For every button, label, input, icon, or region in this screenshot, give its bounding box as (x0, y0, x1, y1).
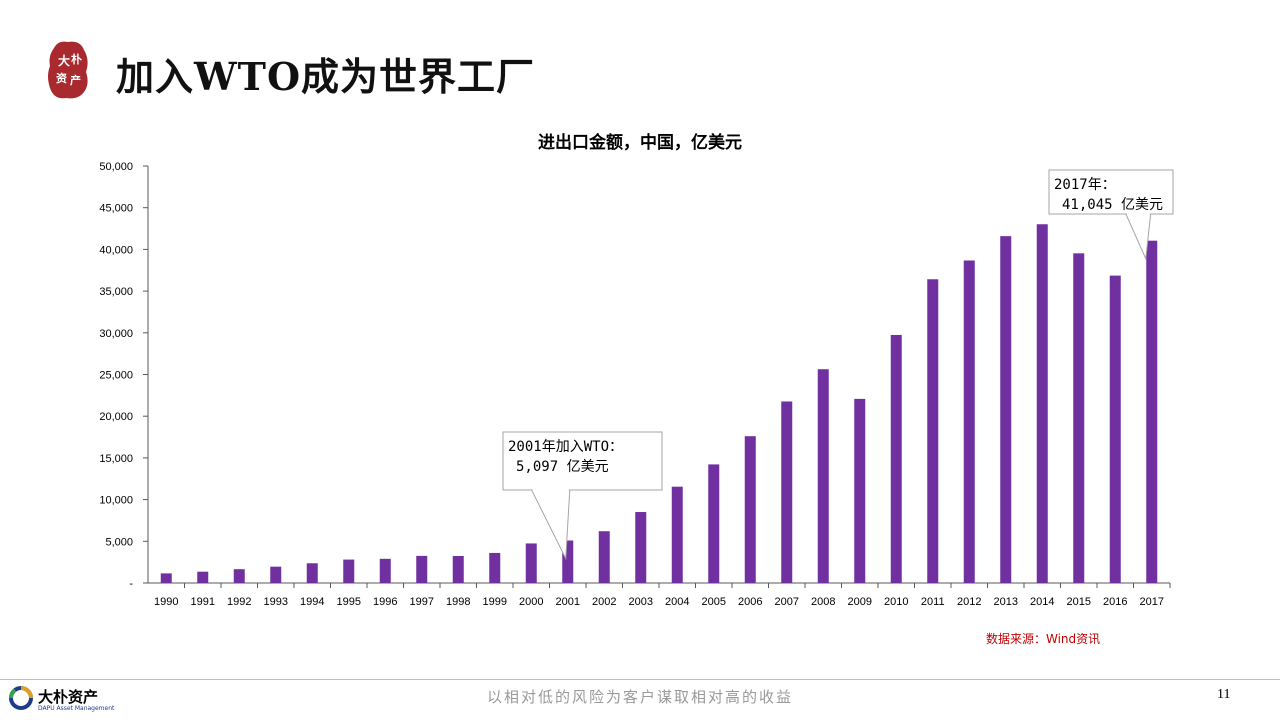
x-tick-label: 1995 (337, 596, 361, 608)
y-tick-label: 25,000 (99, 370, 133, 382)
bar-1997 (416, 555, 428, 583)
bar-2004 (671, 486, 683, 583)
x-tick-label: 1999 (483, 596, 507, 608)
x-tick-label: 2002 (592, 596, 616, 608)
bar-1996 (379, 558, 391, 583)
y-tick-label: 10,000 (99, 495, 133, 507)
footer-logo-subtitle: DAPU Asset Management (38, 705, 115, 712)
bar-2008 (817, 369, 829, 583)
y-tick-label: 30,000 (99, 328, 133, 340)
x-tick-label: 2017 (1140, 596, 1164, 608)
bar-1999 (489, 552, 501, 583)
bar-2015 (1073, 253, 1085, 583)
x-tick-label: 2004 (665, 596, 689, 608)
callout-pointer (530, 489, 571, 561)
bar-2005 (708, 464, 720, 583)
callout-line2: 5,097 亿美元 (516, 459, 609, 475)
bar-1991 (197, 571, 209, 583)
x-tick-label: 2006 (738, 596, 762, 608)
y-tick-label: 35,000 (99, 286, 133, 298)
bar-2003 (635, 512, 647, 583)
callout-box-2001 (502, 431, 663, 491)
brand-seal-logo: 大 朴 资 产 (48, 41, 88, 99)
bar-2010 (890, 334, 902, 583)
bar-2000 (525, 543, 537, 583)
bar-2001 (562, 540, 574, 583)
bar-1994 (306, 563, 318, 583)
y-tick-label: 45,000 (99, 203, 133, 215)
page-title: 加入WTO成为世界工厂 (116, 54, 536, 99)
footer-divider (0, 679, 1280, 680)
svg-text:产: 产 (70, 73, 81, 87)
x-tick-label: 1998 (446, 596, 470, 608)
footer-logo-name: 大朴资产 (38, 688, 99, 706)
x-tick-label: 2014 (1030, 596, 1054, 608)
bar-1993 (270, 566, 282, 583)
page-number: 11 (1217, 687, 1231, 702)
bar-2007 (781, 401, 793, 583)
data-source-note: 数据来源：Wind资讯 (986, 632, 1101, 646)
ring-logo-icon (9, 686, 33, 710)
x-tick-label: 1992 (227, 596, 251, 608)
x-tick-label: 2003 (629, 596, 653, 608)
svg-text:大: 大 (58, 53, 70, 68)
x-tick-label: 1994 (300, 596, 324, 608)
y-tick-label: - (129, 578, 133, 590)
x-tick-label: 2009 (848, 596, 872, 608)
callout-line1: 2017年： (1054, 177, 1116, 193)
x-tick-label: 1996 (373, 596, 397, 608)
bar-2012 (963, 260, 975, 583)
bar-2002 (598, 531, 610, 583)
bar-2006 (744, 436, 756, 583)
x-tick-label: 2016 (1103, 596, 1127, 608)
x-tick-label: 2007 (775, 596, 799, 608)
x-tick-label: 2000 (519, 596, 543, 608)
footer-slogan: 以相对低的风险为客户谋取相对高的收益 (486, 688, 793, 706)
x-tick-label: 1993 (264, 596, 288, 608)
x-tick-label: 1990 (154, 596, 178, 608)
footer-logo: 大朴资产 DAPU Asset Management (8, 684, 148, 716)
x-tick-label: 1991 (191, 596, 215, 608)
chart-title: 进出口金额，中国，亿美元 (538, 133, 742, 153)
bar-chart: - 5,000 10,000 15,000 20,000 25,000 30,000 35,0… (99, 161, 1174, 608)
x-tick-label: 2011 (921, 596, 945, 608)
x-tick-label: 2012 (957, 596, 981, 608)
y-tick-label: 15,000 (99, 453, 133, 465)
y-tick-label: 20,000 (99, 411, 133, 423)
svg-text:朴: 朴 (71, 52, 82, 66)
x-tick-label: 2010 (884, 596, 908, 608)
callout-pointer (1125, 213, 1152, 261)
y-tick-label: 50,000 (99, 161, 133, 173)
callout-line1: 2001年加入WTO： (508, 439, 623, 455)
bar-1990 (160, 573, 172, 583)
bar-2011 (927, 279, 939, 583)
callout-box-2017 (1048, 169, 1174, 215)
bar-2014 (1036, 224, 1048, 584)
x-tick-label: 2015 (1067, 596, 1091, 608)
callout-line2: 41,045 亿美元 (1062, 197, 1163, 213)
bar-1998 (452, 555, 464, 583)
bar-2016 (1109, 275, 1121, 583)
x-tick-label: 2005 (702, 596, 726, 608)
y-tick-label: 5,000 (105, 536, 133, 548)
x-tick-label: 1997 (410, 596, 434, 608)
bar-1995 (343, 559, 355, 583)
x-tick-label: 2013 (994, 596, 1018, 608)
bar-2013 (1000, 236, 1012, 583)
bar-2017 (1146, 240, 1158, 583)
x-tick-label: 2008 (811, 596, 835, 608)
svg-text:资: 资 (56, 71, 67, 85)
bar-2009 (854, 398, 866, 583)
bar-1992 (233, 569, 245, 583)
y-tick-label: 40,000 (99, 244, 133, 256)
x-tick-label: 2001 (556, 596, 580, 608)
